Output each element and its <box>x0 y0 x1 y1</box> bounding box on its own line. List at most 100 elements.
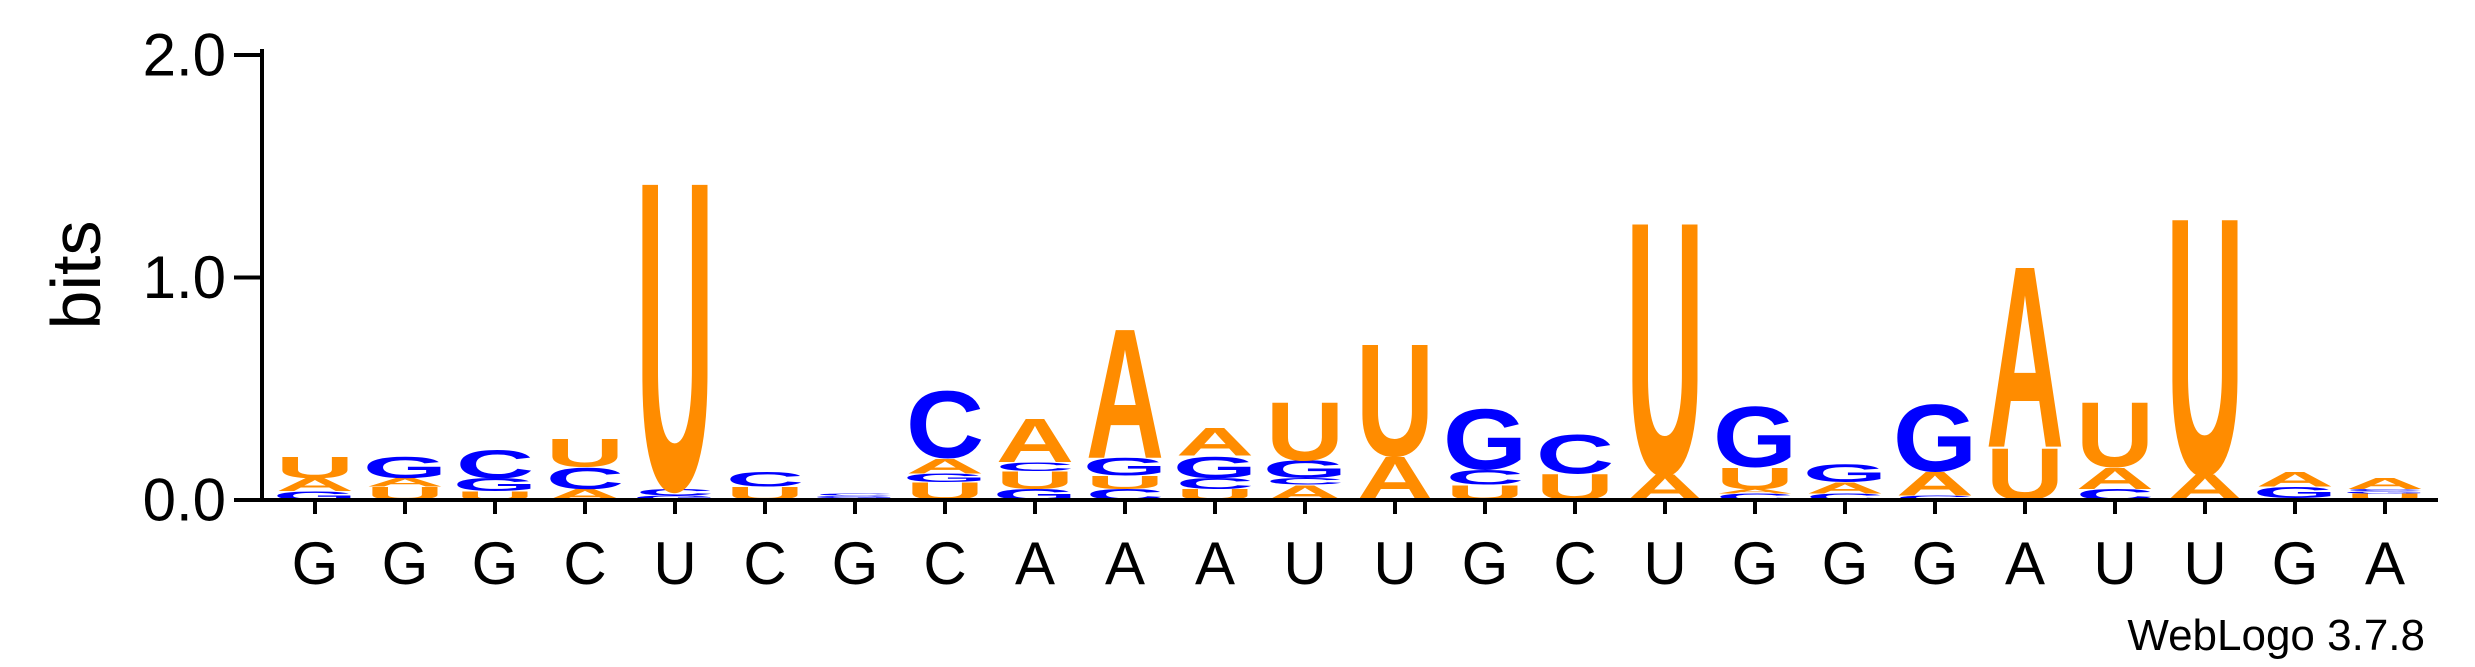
y-tick-label: 1.0 <box>143 244 226 311</box>
logo-letter: U <box>1356 311 1434 490</box>
logo-letter: G <box>1893 384 1977 492</box>
logo-letter: C <box>816 493 894 496</box>
y-ticks: 0.0 1.0 2.0 <box>143 22 262 534</box>
logo-letter: A <box>1896 465 1974 503</box>
logo-column: AU <box>2166 142 2244 552</box>
weblogo-credit: WebLogo 3.7.8 <box>2127 611 2425 660</box>
logo-column: AU <box>1356 311 1434 513</box>
logo-column: GAU <box>273 450 357 503</box>
logo-column: UC <box>1536 424 1614 509</box>
logo-letter: G <box>1263 455 1347 483</box>
logo-letter: A <box>1806 480 1884 497</box>
logo-column: CGA <box>2253 467 2337 501</box>
logo-letter: G <box>813 495 897 498</box>
x-tick-label: U <box>2183 530 2226 597</box>
logo-letter: A <box>1986 213 2064 503</box>
logo-column: UCG <box>1443 390 1527 504</box>
x-tick-label: G <box>1822 530 1869 597</box>
logo-column: ACU <box>546 431 624 504</box>
logo-letter: U <box>1086 472 1164 493</box>
logo-letter: C <box>1446 465 1524 489</box>
x-tick-label: A <box>1015 530 1055 597</box>
x-tick-label: U <box>1373 530 1416 597</box>
x-tick-label: G <box>1912 530 1959 597</box>
logo-column: CAG <box>1893 384 1977 503</box>
x-tick-label: U <box>1643 530 1686 597</box>
logo-letter: C <box>1536 424 1614 486</box>
logo-letter: G <box>453 475 537 496</box>
logo-column: AU <box>1626 145 1704 550</box>
logo-letter: C <box>1896 495 1974 502</box>
logo-column: CAG <box>1803 460 1887 502</box>
logo-column: UA <box>1986 213 2064 516</box>
logo-letter: G <box>363 450 447 485</box>
logo-letter: A <box>366 476 444 490</box>
logo-column: CAU <box>2076 384 2154 504</box>
logo-letter: C <box>636 487 714 497</box>
logo-letter: A <box>906 454 984 478</box>
x-tick-label: G <box>382 530 429 597</box>
logo-letter: A <box>276 475 354 496</box>
x-tick-label: G <box>1732 530 1779 597</box>
logo-letter: C <box>1176 475 1254 492</box>
logo-letter: G <box>1443 390 1527 487</box>
logo-letter: G <box>1713 388 1797 485</box>
logo-letter: U <box>2166 142 2244 552</box>
logo-letter: A <box>1716 488 1794 495</box>
x-tick-label: G <box>832 530 879 597</box>
logo-letter: U <box>276 450 354 485</box>
logo-letter: C <box>1266 476 1344 486</box>
logo-letter: G <box>633 495 717 502</box>
logo-letter: U <box>1716 461 1794 496</box>
logo-letter: G <box>1803 460 1887 488</box>
x-tick-label: A <box>1195 530 1235 597</box>
logo-letter: G <box>1173 450 1257 485</box>
x-tick-label: C <box>923 530 966 597</box>
logo-letter: U <box>1626 145 1704 550</box>
logo-letter: C <box>1716 492 1794 502</box>
logo-letter: A <box>2256 467 2334 491</box>
logo-letter: A <box>2076 461 2154 496</box>
logo-letter: G <box>2253 484 2337 501</box>
logo-letter: G <box>1083 453 1167 481</box>
logo-letter: C <box>2346 488 2424 491</box>
x-tick-label: U <box>2093 530 2136 597</box>
logo-letter: C <box>546 461 624 496</box>
x-tick-label: U <box>653 530 696 597</box>
logo-letter: U <box>996 467 1074 495</box>
logo-letter: C <box>456 442 534 487</box>
y-tick-label: 2.0 <box>143 22 226 89</box>
x-tick-label: A <box>2005 530 2045 597</box>
x-tick-label: A <box>1105 530 1145 597</box>
x-tick-label: G <box>2272 530 2319 597</box>
y-axis: 0.0 1.0 2.0 <box>143 22 264 534</box>
logo-letter: U <box>546 431 624 476</box>
logo-letter: A <box>1086 292 1164 498</box>
x-tick-label: C <box>743 530 786 597</box>
logo-letter: U <box>2346 492 2424 502</box>
logo-column: UAG <box>363 450 447 504</box>
x-tick-label: C <box>563 530 606 597</box>
logo-letter: U <box>2076 384 2154 487</box>
logo-letter: A <box>1176 420 1254 465</box>
logo-letter: A <box>996 406 1074 475</box>
logo-letter: A <box>2346 475 2424 492</box>
y-tick-label: 0.0 <box>143 467 226 534</box>
logo-letter: U <box>1266 385 1344 478</box>
x-tick-label: C <box>1553 530 1596 597</box>
logo-letter: C <box>1806 492 1884 502</box>
x-tick-label: G <box>1462 530 1509 597</box>
logo-letter: C <box>726 467 804 491</box>
x-tick-label: G <box>472 530 519 597</box>
x-tick-label: G <box>292 530 339 597</box>
